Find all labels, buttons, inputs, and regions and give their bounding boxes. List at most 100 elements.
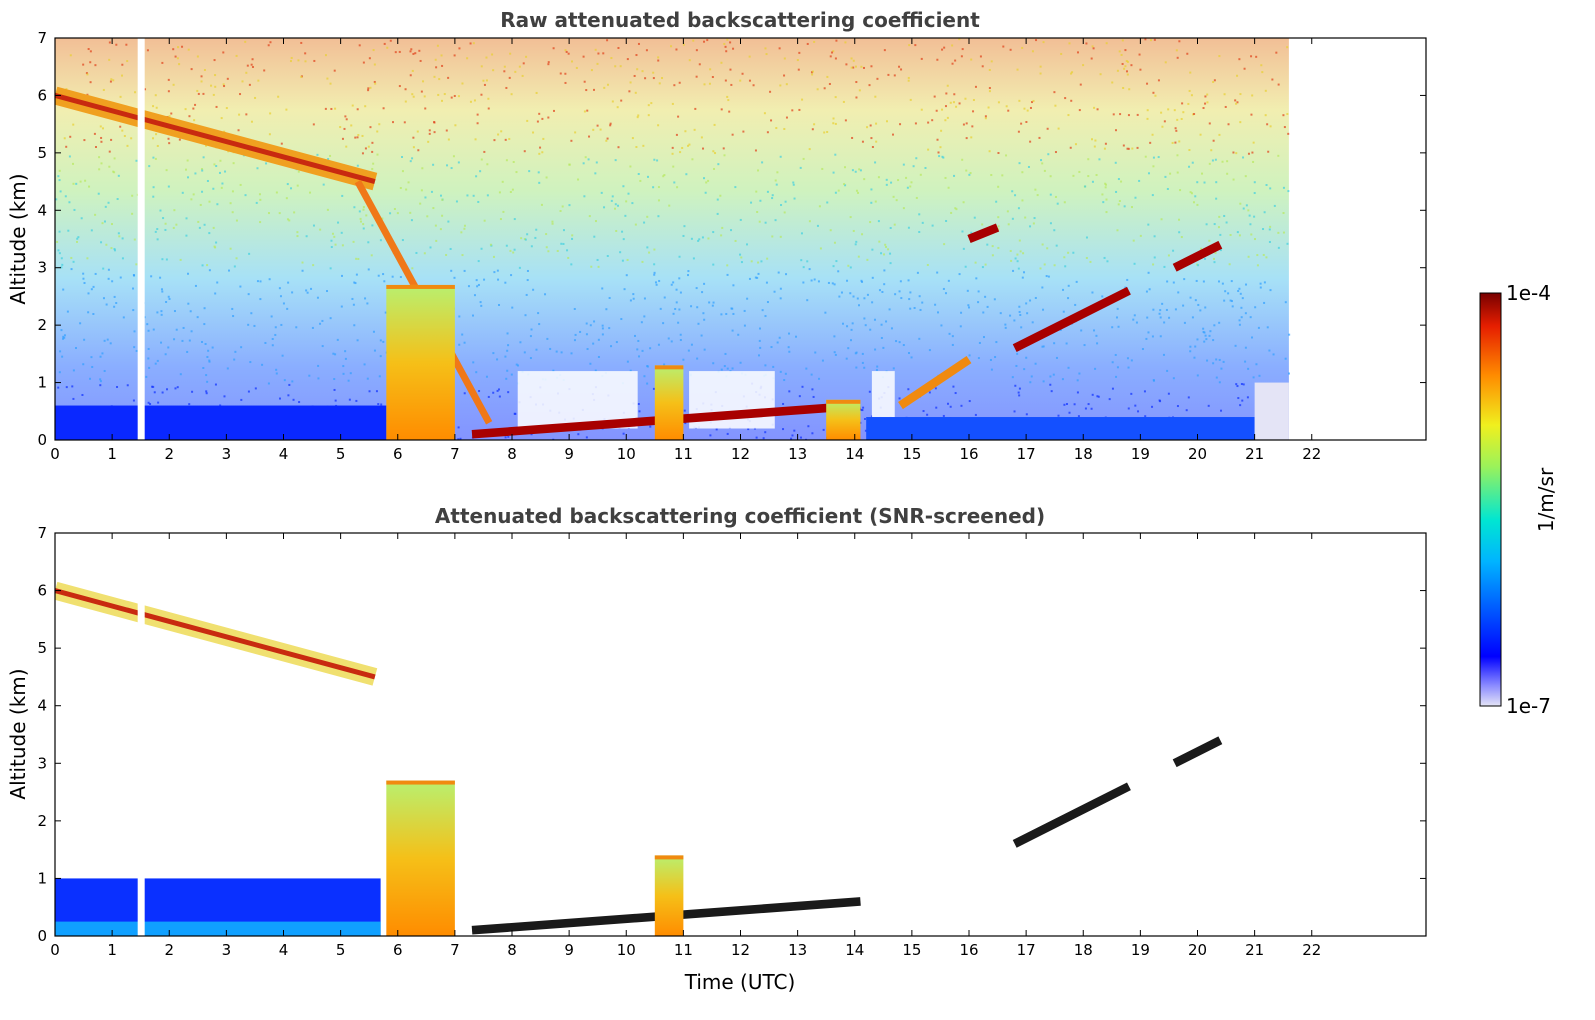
x-tick-label: 15 [902,445,921,463]
noise-speckle [251,65,254,68]
noise-speckle [690,305,693,308]
raw-backscatter-panel: 0 1 2 3 4 5 6 7 8 9 10 11 12 13 14 15 16 17 18 19 20 21 220123… [6,8,1427,463]
noise-speckle [772,365,775,368]
noise-speckle [87,48,90,51]
noise-speckle [505,244,508,247]
noise-speckle [798,108,801,111]
noise-speckle [909,98,912,101]
noise-speckle [268,278,271,281]
noise-speckle [1254,306,1257,309]
noise-speckle [843,183,846,186]
noise-speckle [1010,259,1013,262]
noise-speckle [1218,381,1221,384]
noise-speckle [486,163,489,166]
noise-speckle [856,297,859,300]
noise-speckle [205,392,208,395]
noise-speckle [785,273,788,276]
noise-speckle [1093,145,1096,148]
noise-speckle [1223,93,1226,96]
noise-speckle [353,281,356,284]
noise-speckle [866,126,869,129]
noise-speckle [440,54,443,57]
noise-speckle [1202,280,1205,283]
noise-speckle [890,181,893,184]
noise-speckle [863,297,866,300]
noise-speckle [590,265,593,268]
noise-speckle [372,49,375,52]
noise-speckle [857,191,860,194]
noise-speckle [885,178,888,181]
noise-speckle [100,162,103,165]
noise-speckle [1018,394,1021,397]
noise-speckle [1143,390,1146,393]
noise-speckle [1006,210,1009,213]
noise-speckle [1213,223,1216,226]
noise-speckle [1059,328,1062,331]
noise-speckle [922,410,925,413]
noise-speckle [801,98,804,101]
noise-speckle [1094,367,1097,370]
x-tick-label: 5 [336,445,346,463]
noise-speckle [720,368,723,371]
noise-speckle [1263,211,1266,214]
noise-speckle [1151,194,1154,197]
noise-speckle [496,389,499,392]
noise-speckle [547,61,550,64]
noise-speckle [606,83,609,86]
noise-speckle [1196,338,1199,341]
noise-speckle [117,232,120,235]
noise-speckle [334,243,337,246]
noise-speckle [1124,65,1127,68]
noise-speckle [834,57,837,60]
noise-speckle [377,403,380,406]
noise-speckle [1036,194,1039,197]
noise-speckle [887,73,890,76]
noise-speckle [1025,413,1028,416]
noise-speckle [449,247,452,250]
noise-speckle [170,112,173,115]
noise-speckle [234,350,237,353]
noise-speckle [1256,264,1259,267]
noise-speckle [1104,142,1107,145]
noise-speckle [1136,146,1139,149]
noise-speckle [854,243,857,246]
noise-speckle [870,188,873,191]
noise-speckle [552,369,555,372]
noise-speckle [298,401,301,404]
noise-speckle [614,159,617,162]
noise-speckle [728,110,731,113]
noise-speckle [354,136,357,139]
noise-speckle [547,116,550,119]
noise-speckle [167,295,170,298]
noise-speckle [724,352,727,355]
noise-speckle [434,224,437,227]
noise-speckle [132,287,135,290]
noise-speckle [264,341,267,344]
noise-speckle [537,312,540,315]
noise-speckle [797,68,800,71]
noise-speckle [487,97,490,100]
noise-speckle [334,399,337,402]
noise-speckle [483,219,486,222]
noise-speckle [845,63,848,66]
noise-speckle [1029,140,1032,143]
noise-speckle [663,363,666,366]
noise-speckle [779,297,782,300]
noise-speckle [958,273,961,276]
noise-speckle [450,269,453,272]
noise-speckle [1099,73,1102,76]
noise-speckle [1236,231,1239,234]
noise-speckle [1277,154,1280,157]
noise-speckle [1172,281,1175,284]
noise-speckle [1244,360,1247,363]
noise-speckle [176,57,179,60]
noise-speckle [690,343,693,346]
noise-speckle [152,385,155,388]
noise-speckle [348,398,351,401]
noise-speckle [821,167,824,170]
noise-speckle [482,79,485,82]
noise-speckle [1174,127,1177,130]
noise-speckle [568,204,571,207]
noise-speckle [1114,161,1117,164]
noise-speckle [1125,70,1128,73]
